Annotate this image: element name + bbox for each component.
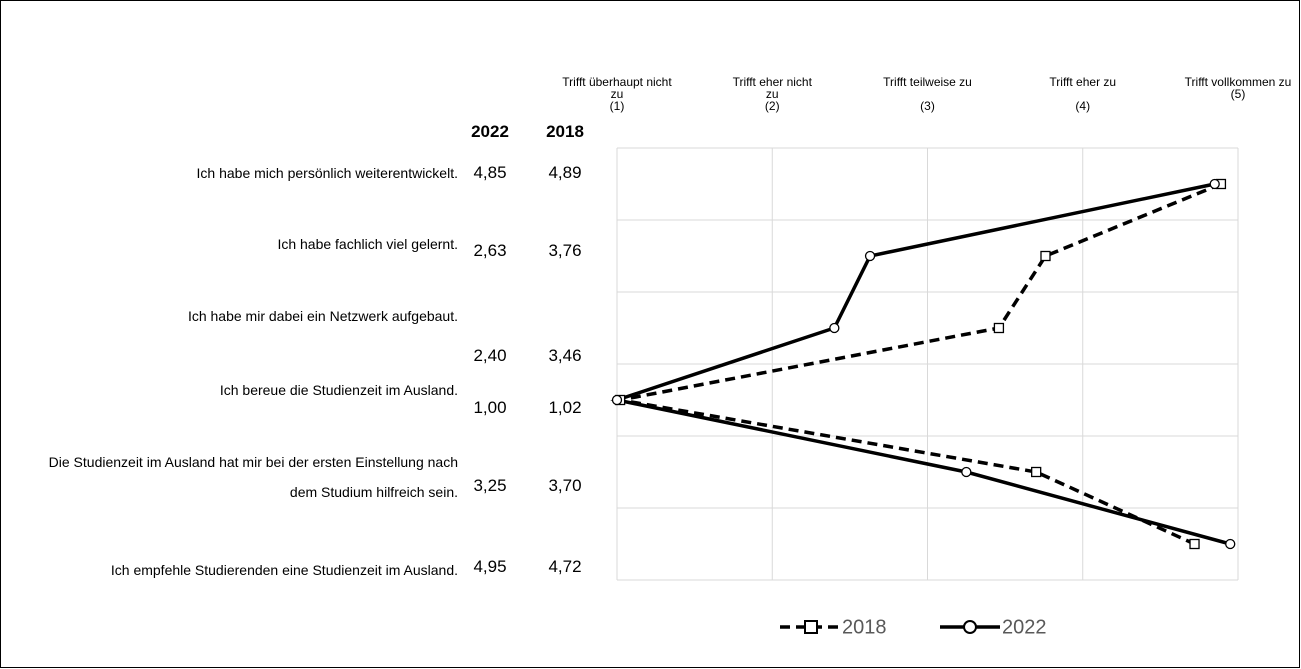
series-line xyxy=(619,182,1222,546)
value-label: 4,89 xyxy=(548,163,582,182)
column-header: 2018 xyxy=(546,122,584,141)
data-point xyxy=(1031,466,1042,478)
value-label: 4,95 xyxy=(473,557,507,576)
data-point xyxy=(611,394,623,406)
category-label: Ich habe fachlich viel gelernt. xyxy=(277,236,458,252)
data-point xyxy=(829,322,840,334)
legend-label: 2022 xyxy=(1002,616,1047,638)
category-label: Die Studienzeit im Ausland hat mir bei d… xyxy=(48,454,458,500)
value-label: 3,70 xyxy=(548,476,582,495)
data-point xyxy=(1040,250,1051,262)
column-header: 2022 xyxy=(471,122,509,141)
value-label: 3,76 xyxy=(548,241,582,260)
data-point xyxy=(1189,538,1200,550)
category-label: Ich habe mich persönlich weiterentwickel… xyxy=(196,165,458,181)
legend-marker xyxy=(963,620,977,634)
category-label: Ich bereue die Studienzeit im Ausland. xyxy=(219,382,458,398)
x-tick-label: Trifft eher zu (4) xyxy=(1049,75,1117,113)
data-point xyxy=(864,250,876,262)
legend-label: 2018 xyxy=(842,616,887,638)
value-label: 2,40 xyxy=(473,346,507,365)
category-label: Ich habe mir dabei ein Netzwerk aufgebau… xyxy=(187,308,458,324)
value-label: 1,02 xyxy=(548,398,582,417)
value-label: 4,85 xyxy=(473,163,507,182)
x-tick-label: Trifft eher nicht zu (2) xyxy=(732,75,812,113)
data-point xyxy=(993,322,1005,334)
x-tick-label: Trifft vollkommen zu (5) xyxy=(1184,75,1292,101)
value-label: 3,46 xyxy=(548,346,582,365)
value-label: 1,00 xyxy=(473,398,507,417)
category-label: Ich empfehle Studierenden eine Studienze… xyxy=(110,562,458,578)
legend-marker xyxy=(804,620,818,634)
data-point xyxy=(1225,538,1236,550)
x-tick-label: Trifft teilweise zu (3) xyxy=(883,75,972,113)
series-line xyxy=(610,182,1231,546)
value-label: 4,72 xyxy=(548,557,582,576)
data-point xyxy=(1209,178,1220,190)
value-label: 2,63 xyxy=(473,241,507,260)
x-tick-label: Trifft überhaupt nicht zu (1) xyxy=(562,75,672,113)
value-label: 3,25 xyxy=(473,476,507,495)
data-point xyxy=(961,466,972,478)
